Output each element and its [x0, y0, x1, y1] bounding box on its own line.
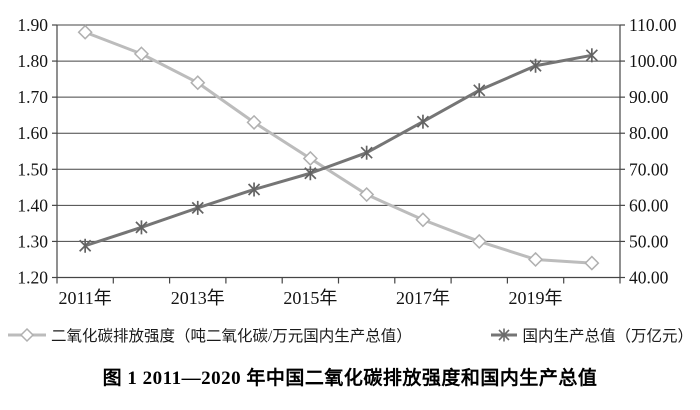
data-point-diamond-marker: [584, 255, 600, 271]
y-axis-left-label: 1.50: [17, 159, 48, 179]
series-line-gdp: [84, 53, 593, 248]
data-point-diamond-marker: [302, 150, 318, 167]
y-axis-right-label: 90.00: [629, 87, 669, 107]
data-point-asterisk-marker: [191, 201, 204, 214]
data-point-diamond-marker: [246, 114, 262, 130]
data-point-diamond-marker: [471, 233, 487, 249]
y-axis-right-label: 40.00: [629, 268, 669, 288]
data-point-asterisk-marker: [304, 167, 317, 180]
data-point-diamond-marker: [133, 46, 150, 62]
y-axis-right-label: 70.00: [629, 159, 669, 179]
y-axis-left-label: 1.90: [17, 15, 48, 35]
legend-label-gdp: 国内生产总值（万亿元）: [522, 328, 693, 345]
x-axis-label: 2017年: [396, 288, 450, 308]
y-axis-right-label: 110.00: [629, 15, 677, 35]
legend-item-gdp: 国内生产总值（万亿元）: [490, 324, 693, 346]
data-point-asterisk-marker: [529, 59, 542, 72]
y-axis-left-label: 1.80: [17, 51, 48, 71]
data-point-asterisk-marker: [473, 84, 486, 97]
legend-label-co2-intensity: 二氧化碳排放强度（吨二氧化碳/万元国内生产总值）: [51, 328, 412, 345]
x-axis-label: 2015年: [283, 288, 337, 308]
y-axis-right-label: 60.00: [629, 195, 669, 215]
series-line-co2-intensity: [84, 30, 592, 265]
data-point-asterisk-marker: [360, 146, 373, 159]
figure-caption: 图 1 2011—2020 年中国二氧化碳排放强度和国内生产总值: [102, 368, 598, 389]
data-point-asterisk-marker: [416, 115, 430, 128]
x-axis-label: 2013年: [171, 288, 225, 308]
y-axis-left-label: 1.70: [17, 87, 48, 107]
data-point-diamond-marker: [415, 212, 431, 228]
y-axis-right-label: 100.00: [629, 51, 677, 71]
chart-legend: 二氧化碳排放强度（吨二氧化碳/万元国内生产总值） 国内生产总值（万亿元）: [0, 324, 700, 346]
y-axis-left-label: 1.60: [17, 123, 48, 143]
y-axis-left-label: 1.40: [17, 195, 48, 215]
x-axis-label: 2019年: [509, 288, 563, 308]
dual-axis-line-chart: 1.20 40.00 1.30 50.00 1.40 60.00 1.50 70.00 1.60…: [17, 15, 677, 308]
data-point-diamond-marker: [527, 251, 544, 268]
data-point-diamond-marker: [77, 24, 93, 40]
asterisk-line-marker-icon: [491, 328, 518, 342]
diamond-line-marker-icon: [8, 327, 46, 343]
legend-item-co2-intensity: 二氧化碳排放强度（吨二氧化碳/万元国内生产总值）: [7, 324, 412, 346]
x-axis-label: 2011年: [58, 288, 111, 308]
y-axis-right-label: 50.00: [629, 231, 669, 251]
data-point-asterisk-marker: [135, 221, 148, 234]
data-point-asterisk-marker: [247, 183, 261, 196]
y-axis-left-label: 1.30: [17, 231, 48, 251]
data-point-asterisk-marker: [79, 239, 92, 252]
data-point-diamond-marker: [359, 186, 375, 203]
y-axis-left-label: 1.20: [17, 268, 48, 288]
y-axis-right-label: 80.00: [629, 123, 669, 143]
data-point-diamond-marker: [190, 75, 206, 91]
data-point-asterisk-marker: [585, 49, 598, 62]
